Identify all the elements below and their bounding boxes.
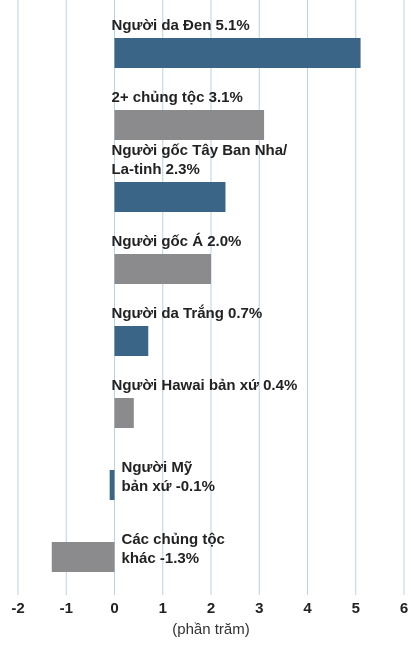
bar (114, 38, 361, 68)
bar-label: Người da Đen 5.1% (112, 16, 250, 35)
bar-label: Người Hawai bản xứ 0.4% (112, 376, 298, 395)
bar (114, 398, 134, 428)
value-label: -0.1% (175, 478, 215, 495)
category-label: Các chủng tộc khác (121, 531, 225, 567)
category-label: Người gốc Á (111, 233, 204, 250)
x-axis-label: (phần trăm) (172, 621, 250, 638)
bar-label: Người gốc Tây Ban Nha/ La-tinh 2.3% (112, 141, 288, 179)
x-tick-label: 3 (255, 600, 263, 617)
bar-label: Người Mỹ bản xứ -0.1% (122, 458, 215, 496)
x-tick-label: 0 (110, 600, 118, 617)
value-label: -1.3% (159, 550, 200, 567)
category-label: Người da Đen (111, 17, 212, 34)
value-label: 3.1% (208, 89, 243, 106)
bar-label: 2+ chủng tộc 3.1% (112, 88, 243, 107)
bar (114, 110, 265, 140)
x-tick-label: 4 (303, 600, 312, 617)
category-label: Người Mỹ bản xứ (121, 459, 193, 495)
value-label: 2.3% (165, 161, 200, 178)
x-tick-label: 1 (159, 600, 167, 617)
bar-label: Người da Trắng 0.7% (112, 304, 263, 323)
x-tick-label: 5 (352, 600, 360, 617)
category-label: Người Hawai bản xứ (111, 377, 259, 394)
bar (51, 542, 115, 572)
x-tick-label: -1 (60, 600, 73, 617)
value-label: 2.0% (207, 233, 242, 250)
x-tick-label: -2 (11, 600, 24, 617)
bar (109, 470, 115, 500)
bar (114, 326, 149, 356)
bar-label: Người gốc Á 2.0% (112, 232, 242, 251)
value-label: 0.7% (228, 305, 263, 322)
category-label: Người gốc Tây Ban Nha/ La-tinh (111, 142, 288, 178)
category-label: 2+ chủng tộc (111, 89, 205, 106)
bar (114, 254, 211, 284)
x-tick-label: 2 (207, 600, 215, 617)
bar (114, 182, 226, 212)
category-label: Người da Trắng (111, 305, 224, 322)
value-label: 5.1% (215, 17, 250, 34)
bar-label: Các chủng tộc khác -1.3% (122, 530, 225, 568)
value-label: 0.4% (263, 377, 298, 394)
x-tick-label: 6 (400, 600, 408, 617)
